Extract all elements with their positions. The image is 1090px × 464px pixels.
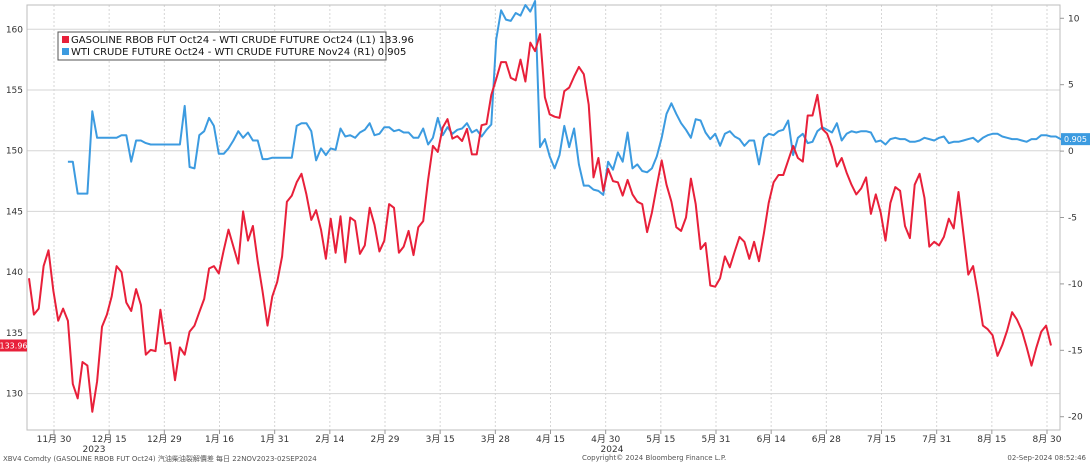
legend-entry: GASOLINE RBOB FUT Oct24 - WTI CRUDE FUTU… — [71, 35, 414, 46]
left-tick-label: 140 — [6, 268, 23, 278]
year-label: 2024 — [601, 445, 624, 455]
right-tick-label: -20 — [1068, 413, 1083, 423]
right-tick-label: 10 — [1068, 14, 1080, 24]
right-tick-label: -15 — [1068, 346, 1083, 356]
x-tick-label: 1月 16 — [205, 434, 234, 445]
year-label: 2023 — [83, 445, 106, 455]
x-tick-label: 7月 15 — [867, 434, 896, 445]
x-tick-label: 4月 30 — [591, 434, 620, 445]
left-tick-label: 155 — [6, 86, 23, 96]
left-tick-label: 130 — [6, 390, 23, 400]
series-line-wti-spread — [67, 0, 1066, 196]
left-tick-label: 135 — [6, 329, 23, 339]
x-tick-label: 12月 15 — [92, 434, 127, 445]
x-tick-label: 4月 15 — [536, 434, 565, 445]
x-tick-label: 2月 29 — [370, 434, 399, 445]
legend-box — [57, 31, 387, 61]
left-tick-label: 145 — [6, 207, 23, 217]
x-tick-label: 3月 28 — [481, 434, 510, 445]
series-line-gasoline-crack — [28, 33, 1052, 413]
left-axis: 130 135 140 145 150 155 160 — [6, 25, 23, 399]
legend-swatch — [62, 36, 69, 43]
footer-source: XBV4 Comdty (GASOLINE RBOB FUT Oct24) 汽油… — [3, 455, 317, 463]
left-tick-label: 160 — [6, 25, 23, 35]
left-last-value-badge — [0, 339, 27, 352]
legend: GASOLINE RBOB FUT Oct24 - WTI CRUDE FUTU… — [57, 31, 414, 61]
x-tick-label: 8月 30 — [1032, 434, 1061, 445]
legend-swatch — [62, 48, 69, 55]
right-last-value-badge — [1061, 133, 1090, 146]
x-tick-label: 2月 14 — [315, 434, 344, 445]
right-tick-label: 5 — [1068, 81, 1074, 91]
x-tick-label: 5月 31 — [701, 434, 730, 445]
right-tick-label: -10 — [1068, 280, 1083, 290]
legend-entry: WTI CRUDE FUTURE Oct24 - WTI CRUDE FUTUR… — [71, 47, 406, 58]
right-tick-label: 0 — [1068, 147, 1074, 157]
last-value-badges: 133.96 0.905 — [0, 133, 1090, 352]
footer-timestamp: 02-Sep-2024 08:52:46 — [1007, 454, 1086, 462]
right-axis: 10 5 0 -5 -10 -15 -20 — [1060, 14, 1083, 423]
x-tick-label: 5月 15 — [646, 434, 675, 445]
right-last-value-text: 0.905 — [1064, 135, 1087, 144]
left-tick-label: 150 — [6, 147, 23, 157]
x-tick-label: 12月 29 — [147, 434, 182, 445]
right-tick-label: -5 — [1068, 214, 1077, 224]
footer-copyright: Copyright© 2024 Bloomberg Finance L.P. — [582, 454, 727, 462]
x-axis: 11月 30 12月 15 12月 29 1月 16 1月 31 2月 14 2月 29 3月… — [37, 430, 1062, 455]
x-tick-label: 3月 15 — [426, 434, 455, 445]
series-group — [28, 0, 1066, 413]
x-tick-label: 6月 28 — [812, 434, 841, 445]
x-tick-label: 7月 31 — [922, 434, 951, 445]
x-tick-label: 8月 15 — [977, 434, 1006, 445]
x-tick-label: 1月 31 — [260, 434, 289, 445]
x-tick-label: 6月 14 — [757, 434, 786, 445]
x-tick-label: 11月 30 — [37, 434, 72, 445]
left-last-value-text: 133.96 — [0, 341, 28, 350]
